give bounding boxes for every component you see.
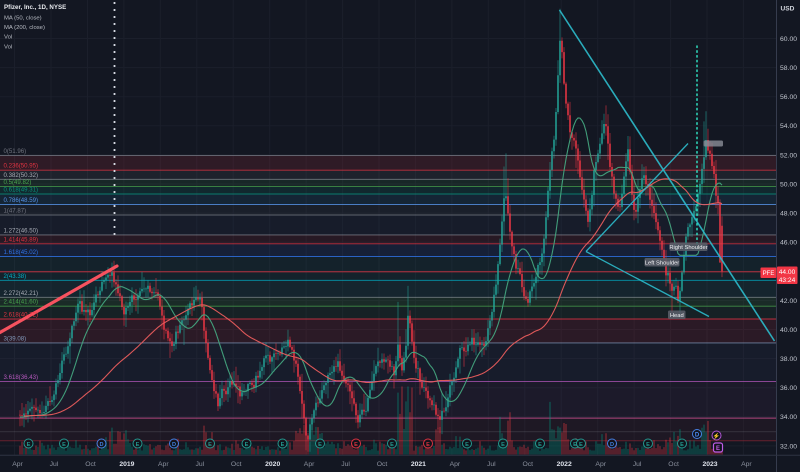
svg-text:Apr: Apr [595, 461, 606, 468]
svg-text:Jul: Jul [195, 461, 204, 468]
svg-text:36.00: 36.00 [780, 385, 797, 392]
svg-text:E: E [245, 442, 249, 448]
svg-text:38.00: 38.00 [780, 356, 797, 363]
svg-text:2023: 2023 [702, 461, 717, 468]
svg-text:60.00: 60.00 [780, 36, 797, 43]
svg-text:Jul: Jul [487, 461, 496, 468]
svg-text:E: E [136, 442, 140, 448]
svg-text:E: E [680, 442, 684, 448]
svg-text:40.00: 40.00 [780, 327, 797, 334]
svg-text:D: D [695, 433, 700, 439]
svg-text:2020: 2020 [265, 461, 280, 468]
svg-text:43:24: 43:24 [779, 277, 796, 284]
svg-text:Apr: Apr [450, 461, 461, 468]
svg-text:52.00: 52.00 [780, 152, 797, 159]
svg-text:0.5(49.82): 0.5(49.82) [4, 179, 32, 186]
svg-text:E: E [281, 442, 285, 448]
svg-text:D: D [172, 442, 176, 448]
svg-text:Oct: Oct [231, 461, 242, 468]
svg-text:0.382(50.32): 0.382(50.32) [4, 172, 39, 179]
svg-text:Oct: Oct [377, 461, 388, 468]
svg-text:E: E [27, 442, 31, 448]
svg-text:Jul: Jul [633, 461, 642, 468]
svg-text:0.236(50.95): 0.236(50.95) [4, 163, 39, 170]
svg-text:PFE: PFE [763, 271, 775, 277]
svg-text:1(47.87): 1(47.87) [4, 208, 27, 215]
svg-text:E: E [573, 442, 577, 448]
svg-text:1.414(45.89): 1.414(45.89) [4, 236, 39, 243]
svg-text:E: E [465, 442, 469, 448]
svg-text:2.272(42.21): 2.272(42.21) [4, 290, 39, 297]
svg-text:Apr: Apr [304, 461, 315, 468]
svg-text:0(51.96): 0(51.96) [4, 148, 27, 155]
svg-text:2019: 2019 [119, 461, 134, 468]
svg-text:3.618(36.43): 3.618(36.43) [4, 374, 39, 381]
svg-text:32.00: 32.00 [780, 443, 797, 450]
svg-text:E: E [579, 442, 583, 448]
svg-text:Jul: Jul [341, 461, 350, 468]
svg-text:Oct: Oct [85, 461, 96, 468]
svg-text:E: E [646, 442, 650, 448]
svg-text:USD: USD [781, 6, 795, 13]
svg-text:0.786(48.59): 0.786(48.59) [4, 197, 39, 204]
svg-text:Vol: Vol [4, 44, 12, 50]
svg-text:Apr: Apr [741, 461, 752, 468]
svg-text:42.00: 42.00 [780, 298, 797, 305]
svg-text:MA (200, close): MA (200, close) [4, 25, 45, 31]
svg-text:Right Shoulder: Right Shoulder [669, 245, 707, 251]
svg-text:Pfizer, Inc., 1D, NYSE: Pfizer, Inc., 1D, NYSE [4, 4, 66, 11]
svg-text:44.00: 44.00 [779, 269, 796, 276]
svg-text:E: E [62, 442, 66, 448]
svg-text:Left Shoulder: Left Shoulder [645, 260, 680, 266]
svg-text:E: E [354, 442, 358, 448]
svg-text:58.00: 58.00 [780, 65, 797, 72]
svg-text:E: E [426, 442, 430, 448]
svg-text:D: D [99, 442, 103, 448]
svg-text:Vol: Vol [4, 35, 12, 41]
svg-text:MA (50, close): MA (50, close) [4, 15, 42, 21]
svg-text:2022: 2022 [557, 461, 572, 468]
svg-text:Jul: Jul [50, 461, 59, 468]
svg-text:E: E [208, 442, 212, 448]
svg-text:Oct: Oct [523, 461, 534, 468]
svg-text:Apr: Apr [12, 461, 23, 468]
svg-text:D: D [610, 442, 614, 448]
svg-text:Oct: Oct [668, 461, 679, 468]
svg-text:1.272(46.50): 1.272(46.50) [4, 227, 39, 234]
svg-text:54.00: 54.00 [780, 123, 797, 130]
svg-text:46.00: 46.00 [780, 240, 797, 247]
svg-text:E: E [538, 442, 542, 448]
svg-text:50.00: 50.00 [780, 181, 797, 188]
svg-text:48.00: 48.00 [780, 211, 797, 218]
svg-text:E: E [318, 442, 322, 448]
svg-text:2(43.38): 2(43.38) [4, 273, 27, 280]
svg-text:2021: 2021 [411, 461, 426, 468]
svg-text:1.618(45.02): 1.618(45.02) [4, 249, 39, 256]
svg-text:3(39.08): 3(39.08) [4, 335, 27, 342]
svg-text:E: E [390, 442, 394, 448]
svg-text:2.618(40.72): 2.618(40.72) [4, 312, 39, 319]
svg-text:E: E [716, 446, 720, 452]
svg-text:Head: Head [670, 313, 684, 319]
svg-text:0.618(49.31): 0.618(49.31) [4, 187, 39, 194]
svg-text:Apr: Apr [158, 461, 169, 468]
svg-text:56.00: 56.00 [780, 94, 797, 101]
svg-text:34.00: 34.00 [780, 414, 797, 421]
svg-text:⚡: ⚡ [713, 432, 720, 440]
svg-text:E: E [501, 442, 505, 448]
svg-text:2.414(41.60): 2.414(41.60) [4, 299, 39, 306]
